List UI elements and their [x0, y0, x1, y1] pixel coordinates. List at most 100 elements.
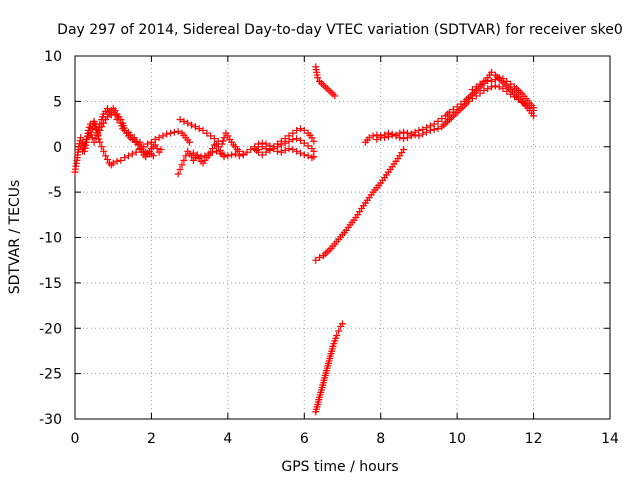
data-point — [296, 136, 304, 144]
data-point — [224, 152, 232, 160]
data-point — [189, 149, 197, 157]
data-point — [170, 128, 178, 136]
y-tick-label: -20 — [39, 321, 62, 337]
data-points — [71, 63, 538, 416]
data-point — [400, 145, 408, 153]
data-point — [105, 110, 113, 118]
data-point — [174, 170, 182, 178]
data-point — [191, 123, 199, 131]
data-point — [281, 146, 289, 154]
data-point — [314, 74, 322, 82]
x-tick-label: 4 — [223, 431, 232, 447]
data-point — [434, 125, 442, 133]
data-point — [403, 129, 411, 137]
data-point — [98, 143, 106, 151]
data-point — [77, 134, 85, 142]
data-point — [293, 147, 301, 155]
data-point — [281, 139, 289, 147]
data-point — [419, 126, 427, 134]
y-tick-label: 0 — [53, 140, 62, 156]
data-point — [95, 135, 103, 143]
x-tick-label: 2 — [147, 431, 156, 447]
data-point — [136, 145, 144, 153]
data-point — [153, 145, 161, 153]
data-point — [155, 134, 163, 142]
data-point — [216, 146, 224, 154]
data-point — [453, 103, 461, 111]
data-point — [178, 161, 186, 169]
data-point — [373, 135, 381, 143]
y-tick-label: -10 — [39, 231, 62, 247]
x-tick-label: 10 — [448, 431, 466, 447]
data-point — [438, 115, 446, 123]
data-point — [140, 143, 148, 151]
data-point — [430, 120, 438, 128]
data-point — [499, 85, 507, 93]
y-axis-label: SDTVAR / TECUs — [7, 180, 23, 295]
data-point — [312, 256, 320, 264]
data-point — [75, 140, 83, 148]
data-point — [277, 141, 285, 149]
data-point — [310, 137, 318, 145]
data-point — [151, 141, 159, 149]
data-point — [476, 80, 484, 88]
x-tick-label: 14 — [601, 431, 619, 447]
data-point — [147, 138, 155, 146]
data-point — [115, 116, 123, 124]
data-point — [119, 125, 127, 133]
data-point — [289, 129, 297, 137]
data-point — [495, 74, 503, 82]
data-point — [93, 129, 101, 137]
data-point — [411, 128, 419, 136]
data-point — [82, 135, 90, 143]
data-point — [457, 100, 465, 108]
data-point — [186, 138, 194, 146]
data-point — [212, 147, 220, 155]
data-point — [365, 134, 373, 142]
data-point — [289, 135, 297, 143]
data-point — [296, 125, 304, 133]
data-point — [400, 128, 408, 136]
data-point — [134, 141, 142, 149]
data-point — [113, 157, 121, 165]
data-point — [195, 125, 203, 133]
data-point — [484, 85, 492, 93]
data-point — [220, 134, 228, 142]
data-point — [100, 147, 108, 155]
y-tick-label: 5 — [53, 94, 62, 110]
data-point — [203, 129, 211, 137]
data-point — [210, 135, 218, 143]
data-point — [205, 152, 213, 160]
data-point — [176, 165, 184, 173]
data-point — [446, 108, 453, 116]
data-point — [384, 129, 392, 137]
y-tick-label: 10 — [44, 49, 62, 65]
data-point — [214, 143, 222, 151]
data-point — [277, 148, 285, 156]
data-point — [392, 131, 400, 139]
data-point — [480, 77, 488, 85]
data-point — [266, 146, 274, 154]
data-point — [270, 145, 278, 153]
data-point — [232, 150, 239, 158]
data-point — [449, 106, 457, 114]
data-point — [157, 145, 165, 153]
data-point — [495, 83, 503, 91]
data-point — [468, 86, 476, 94]
data-point — [258, 143, 266, 151]
data-point — [219, 137, 227, 145]
data-point — [207, 132, 215, 140]
data-point — [388, 130, 396, 138]
data-point — [117, 156, 125, 164]
data-point — [304, 142, 312, 150]
data-point — [472, 83, 480, 91]
data-point — [530, 104, 538, 112]
data-point — [335, 327, 343, 335]
data-point — [235, 147, 243, 155]
data-point — [308, 134, 316, 142]
data-point — [167, 129, 175, 137]
data-point — [289, 145, 297, 153]
data-point — [407, 130, 415, 138]
data-point — [333, 332, 341, 340]
